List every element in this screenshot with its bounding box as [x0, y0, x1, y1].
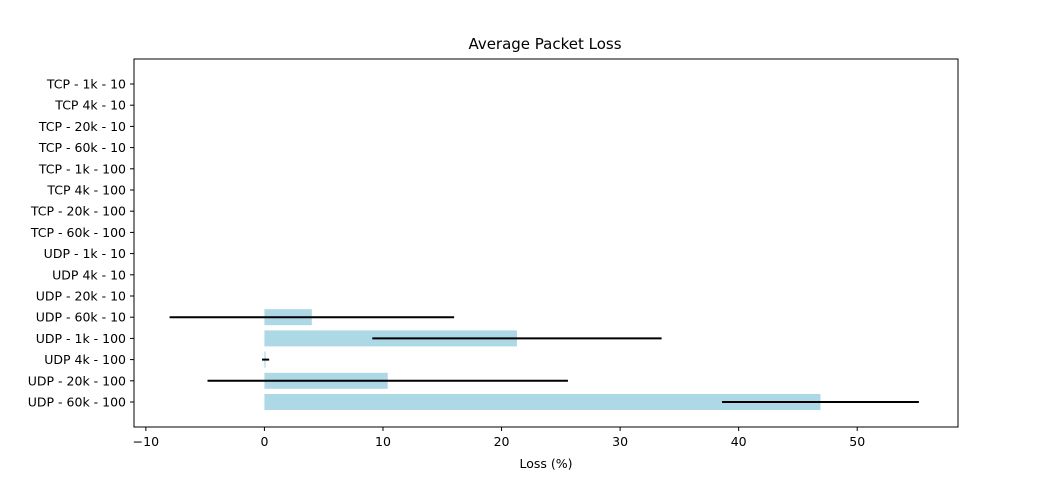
error-bars-group — [169, 316, 919, 403]
y-tick-label: TCP 4k - 100 — [46, 183, 126, 198]
y-axis: TCP - 1k - 10 TCP 4k - 10 TCP - 20k - 10 TC… — [28, 77, 134, 410]
y-tick-label: UDP - 20k - 100 — [28, 373, 126, 388]
x-tick-label: 20 — [494, 434, 510, 449]
y-tick-label: UDP 4k - 10 — [52, 267, 126, 282]
x-tick-label: 40 — [731, 434, 747, 449]
x-tick-label: −10 — [133, 434, 159, 449]
x-tick-label: 50 — [849, 434, 865, 449]
y-tick-label: TCP - 20k - 10 — [38, 119, 126, 134]
y-tick-label: TCP - 1k - 100 — [38, 161, 126, 176]
y-tick-label: TCP - 20k - 100 — [30, 204, 126, 219]
y-tick-label: UDP - 60k - 100 — [28, 395, 126, 410]
y-tick-label: TCP 4k - 10 — [54, 98, 126, 113]
y-tick-label: UDP - 60k - 10 — [36, 310, 126, 325]
y-tick-label: UDP - 1k - 100 — [36, 331, 126, 346]
y-tick-label: UDP 4k - 100 — [44, 352, 126, 367]
plot-area-frame — [133, 58, 959, 428]
x-axis: −10 0 10 20 30 40 50 — [133, 427, 865, 449]
bars-group — [264, 309, 821, 410]
x-tick-label: 30 — [612, 434, 628, 449]
x-tick-label: 0 — [260, 434, 268, 449]
y-tick-label: UDP - 20k - 10 — [36, 289, 126, 304]
x-tick-label: 10 — [375, 434, 391, 449]
x-axis-label: Loss (%) — [519, 456, 572, 471]
y-tick-label: TCP - 1k - 10 — [46, 77, 126, 92]
chart-title: Average Packet Loss — [468, 35, 621, 53]
y-tick-label: TCP - 60k - 100 — [30, 225, 126, 240]
y-tick-label: TCP - 60k - 10 — [38, 140, 126, 155]
y-tick-label: UDP - 1k - 10 — [44, 246, 126, 261]
bar — [264, 394, 821, 410]
